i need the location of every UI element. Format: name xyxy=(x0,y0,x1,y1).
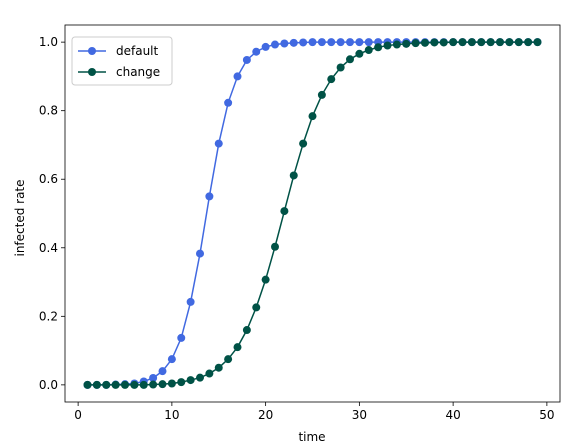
data-point-default xyxy=(233,72,242,81)
legend-swatch-marker-change xyxy=(88,68,96,76)
data-point-change xyxy=(496,38,504,47)
data-point-change xyxy=(177,378,186,387)
y-axis-label: infected rate xyxy=(13,179,27,256)
data-point-change xyxy=(186,376,195,385)
series-line-change xyxy=(87,41,538,386)
data-point-change xyxy=(149,380,158,389)
data-point-change xyxy=(92,380,101,389)
data-point-default xyxy=(336,38,345,47)
legend: default change xyxy=(71,36,173,86)
data-point-change xyxy=(355,49,364,58)
data-point-default xyxy=(149,374,158,383)
data-point-change xyxy=(411,39,420,48)
data-point-default xyxy=(252,47,261,56)
y-tick-label: 0.6 xyxy=(39,172,58,186)
data-point-change xyxy=(205,369,214,378)
data-point-change xyxy=(421,38,429,47)
data-point-default xyxy=(177,333,186,342)
data-point-change xyxy=(402,39,411,48)
x-tick-label: 50 xyxy=(539,408,554,422)
x-tick-label: 30 xyxy=(352,408,367,422)
data-point-change xyxy=(224,355,233,364)
data-point-change xyxy=(317,90,326,99)
data-point-change xyxy=(261,275,270,284)
data-point-change xyxy=(458,38,467,47)
data-point-change xyxy=(308,112,317,121)
x-tick-label: 10 xyxy=(164,408,179,422)
data-point-change xyxy=(430,38,439,47)
y-tick-label: 0.8 xyxy=(39,104,58,118)
data-point-default xyxy=(280,39,289,48)
data-point-change xyxy=(449,38,458,47)
data-point-change xyxy=(130,380,139,389)
data-point-change xyxy=(505,38,514,47)
data-point-change xyxy=(102,380,111,389)
plot-frame xyxy=(64,24,561,403)
data-point-default xyxy=(158,367,167,376)
data-point-change xyxy=(214,363,223,372)
data-point-change xyxy=(242,326,251,335)
x-tick-label: 0 xyxy=(74,408,82,422)
legend-label-change: change xyxy=(116,65,160,79)
data-point-change xyxy=(111,380,120,389)
x-tick-label: 40 xyxy=(445,408,460,422)
data-point-default xyxy=(317,38,326,47)
data-point-default xyxy=(327,38,336,47)
series-line-default xyxy=(87,41,538,386)
data-point-change xyxy=(346,55,354,64)
data-point-change xyxy=(514,38,523,47)
data-point-change xyxy=(524,38,533,47)
y-tick-label: 0.2 xyxy=(39,309,58,323)
data-point-change xyxy=(383,41,392,50)
data-point-change xyxy=(486,38,495,47)
data-point-change xyxy=(299,139,308,148)
data-point-change xyxy=(121,380,129,389)
legend-label-default: default xyxy=(116,44,159,58)
data-point-change xyxy=(252,303,261,312)
data-point-default xyxy=(271,40,279,49)
data-point-change xyxy=(477,38,486,47)
data-point-change xyxy=(374,43,383,52)
data-point-default xyxy=(299,38,308,47)
data-point-default xyxy=(355,38,364,47)
data-point-default xyxy=(214,139,223,148)
y-tick-label: 0.4 xyxy=(39,241,58,255)
data-point-default xyxy=(364,38,373,47)
data-point-change xyxy=(364,46,373,55)
data-point-change xyxy=(327,75,336,84)
data-point-change xyxy=(271,242,279,251)
data-point-change xyxy=(158,380,167,389)
data-point-default xyxy=(205,192,214,201)
data-point-default xyxy=(242,55,251,64)
data-point-change xyxy=(233,343,242,352)
y-tick-label: 1.0 xyxy=(39,35,58,49)
data-point-default xyxy=(261,42,270,51)
data-point-default xyxy=(308,38,317,47)
data-point-change xyxy=(280,207,289,216)
data-point-default xyxy=(186,297,195,306)
data-point-default xyxy=(346,38,354,47)
legend-swatch-marker-default xyxy=(88,47,96,55)
data-point-default xyxy=(167,355,176,364)
data-point-change xyxy=(439,38,448,47)
data-point-default xyxy=(224,98,233,107)
data-point-change xyxy=(467,38,476,47)
data-point-change xyxy=(167,379,176,388)
data-point-change xyxy=(533,38,542,47)
y-tick-label: 0.0 xyxy=(39,378,58,392)
data-point-change xyxy=(289,171,298,180)
plot-area: 0 10 20 30 40 50 0.0 0.2 0.4 0.6 0.8 1.0 default chan… xyxy=(39,24,561,422)
data-point-change xyxy=(196,373,204,382)
data-point-change xyxy=(392,40,401,49)
data-point-default xyxy=(196,249,204,258)
x-axis-label: time xyxy=(298,430,325,443)
data-point-change xyxy=(336,63,345,72)
data-point-change xyxy=(83,380,92,389)
x-tick-label: 20 xyxy=(258,408,273,422)
data-point-change xyxy=(139,380,148,389)
legend-box xyxy=(71,36,173,86)
data-point-default xyxy=(289,38,298,47)
